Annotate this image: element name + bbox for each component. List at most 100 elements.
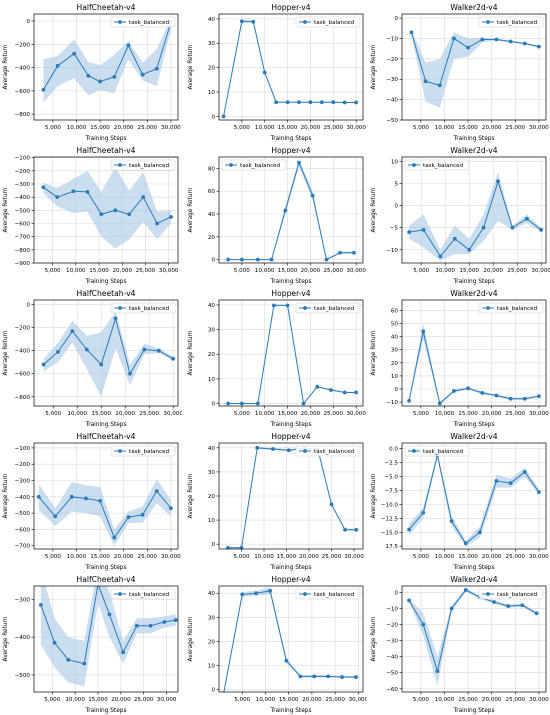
- legend-label: task_balanced: [129, 449, 170, 455]
- data-point: [481, 225, 486, 230]
- x-axis-label: Training Steps: [270, 708, 312, 714]
- x-tick-label: 20,000: [482, 554, 502, 560]
- y-tick-label: −40: [386, 655, 398, 661]
- data-point: [506, 604, 511, 608]
- x-tick-label: 30,000: [529, 125, 549, 131]
- y-tick-label: 0: [394, 16, 398, 22]
- data-point: [494, 37, 499, 42]
- data-point: [467, 247, 472, 252]
- y-tick-label: 40: [208, 446, 216, 452]
- y-tick-label: −600: [15, 527, 31, 533]
- data-point: [255, 445, 260, 450]
- data-point: [310, 193, 315, 198]
- data-point: [70, 329, 75, 334]
- x-tick-label: 30,000: [529, 554, 549, 560]
- x-tick-label: 20,000: [482, 125, 502, 131]
- data-point: [480, 391, 485, 395]
- legend: task_balanced: [110, 159, 176, 171]
- data-point: [452, 36, 456, 41]
- y-tick-label: 30: [208, 41, 216, 47]
- legend-marker-icon: [486, 306, 490, 310]
- y-tick-label: 10: [391, 374, 399, 380]
- legend-label: task_balanced: [497, 20, 538, 26]
- plot-frame: [401, 585, 547, 693]
- y-tick-label: −400: [15, 195, 31, 201]
- data-point: [126, 43, 131, 48]
- y-tick-label: −800: [15, 248, 31, 254]
- data-point: [480, 37, 485, 42]
- data-point: [537, 490, 541, 494]
- confidence-band: [409, 172, 542, 261]
- y-tick-label: −20: [386, 623, 398, 629]
- x-axis-label: Training Steps: [85, 279, 127, 285]
- y-tick-label: 40: [208, 591, 216, 597]
- data-point: [286, 448, 291, 453]
- legend-marker-icon: [412, 449, 416, 453]
- x-tick-label: 15,000: [90, 125, 110, 131]
- y-tick-label: −30: [386, 77, 398, 83]
- data-point: [452, 236, 457, 241]
- data-point: [298, 674, 303, 679]
- y-axis-label: Average Return: [188, 187, 194, 232]
- data-point: [53, 514, 58, 519]
- data-point: [421, 622, 426, 627]
- legend-marker-icon: [118, 163, 122, 167]
- confidence-band: [228, 159, 354, 260]
- y-tick-label: 40: [208, 212, 216, 218]
- data-point: [407, 527, 411, 532]
- x-tick-label: 20,000: [112, 268, 132, 274]
- plot-frame: [401, 442, 547, 550]
- data-point: [407, 398, 411, 403]
- chart-title: HalfCheetah-v4: [77, 3, 136, 12]
- y-axis-label: Average Return: [3, 473, 9, 518]
- y-tick-label: 0.0: [389, 447, 398, 453]
- series-line: [43, 22, 172, 90]
- x-tick-label: 5,000: [234, 268, 250, 274]
- data-point: [437, 83, 442, 88]
- y-tick-label: −40: [386, 98, 398, 104]
- chart-panel: HalfCheetah-v4 5,000 10,000 15,000 20,000 25,…: [3, 432, 181, 571]
- plot-frame: [401, 299, 547, 407]
- y-tick-label: 20: [208, 66, 216, 72]
- legend-label: task_balanced: [497, 306, 538, 312]
- data-point: [72, 51, 77, 56]
- y-tick-label: 0: [211, 258, 215, 264]
- data-point: [255, 401, 260, 406]
- y-tick-label: 80: [208, 166, 216, 172]
- x-tick-label: 5,000: [413, 268, 429, 274]
- y-tick-label: −600: [15, 372, 31, 378]
- data-point: [98, 498, 102, 503]
- data-point: [36, 494, 41, 499]
- data-point: [492, 600, 496, 604]
- y-tick-label: −500: [15, 208, 31, 214]
- y-tick-label: −300: [15, 479, 31, 485]
- data-point: [239, 401, 244, 406]
- data-point: [41, 362, 46, 367]
- y-tick-label: −400: [15, 495, 31, 501]
- data-point: [84, 496, 88, 501]
- y-tick-label: −300: [15, 182, 31, 188]
- chart-title: Walker2d-v4: [450, 146, 497, 155]
- data-point: [478, 530, 482, 535]
- data-point: [466, 45, 470, 50]
- x-tick-label: 15,000: [89, 268, 109, 274]
- data-point: [331, 100, 336, 105]
- x-tick-label: 20,000: [302, 697, 322, 703]
- chart-panel: Walker2d-v4 5,000 10,000 15,000 20,000 25,000…: [371, 3, 549, 142]
- x-axis-label: Training Steps: [453, 422, 495, 428]
- chart-title: Walker2d-v4: [450, 3, 497, 12]
- legend-label: task_balanced: [423, 449, 464, 455]
- y-tick-label: −300: [15, 597, 31, 603]
- data-point: [329, 388, 333, 392]
- x-tick-label: 10,000: [435, 697, 455, 703]
- confidence-band: [411, 29, 539, 108]
- y-tick-label: −10: [386, 36, 398, 42]
- y-tick-label: −800: [15, 112, 31, 118]
- y-tick-label: −100: [15, 446, 31, 452]
- series-line: [43, 186, 172, 225]
- y-tick-label: −10: [386, 400, 398, 406]
- data-point: [99, 212, 104, 217]
- y-tick-label: −7.5: [384, 488, 398, 494]
- data-point: [55, 63, 60, 68]
- y-tick-label: −50: [386, 118, 398, 124]
